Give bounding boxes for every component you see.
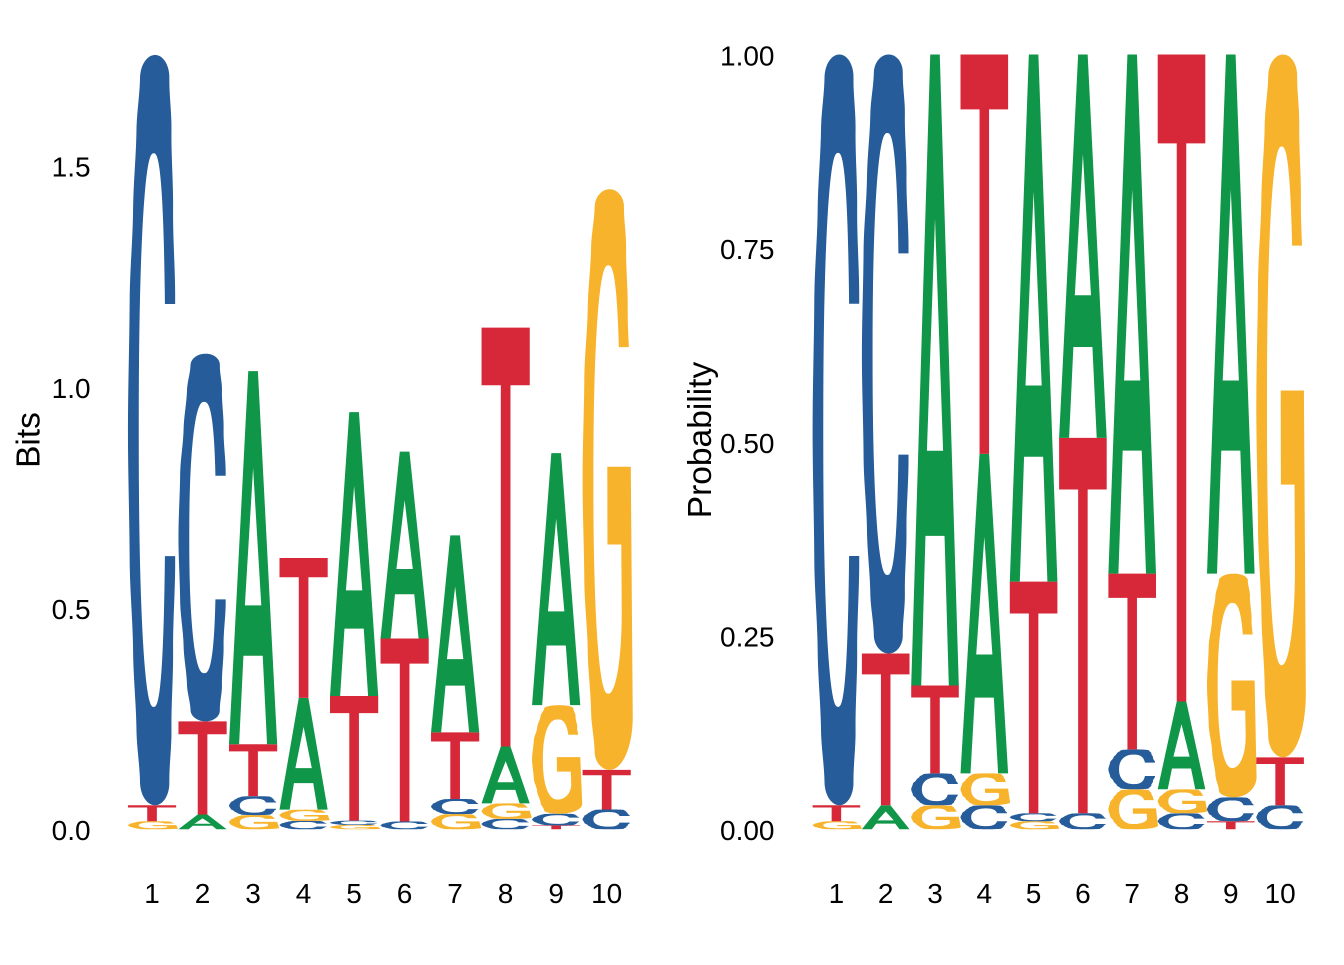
svg-text:2: 2 (195, 878, 211, 909)
svg-text:8: 8 (498, 878, 514, 909)
svg-text:Probability: Probability (682, 362, 719, 519)
svg-text:4: 4 (296, 878, 312, 909)
svg-text:Bits: Bits (11, 412, 48, 468)
svg-text:6: 6 (1075, 878, 1091, 909)
svg-text:10: 10 (1265, 878, 1296, 909)
svg-text:0.0: 0.0 (52, 815, 91, 846)
svg-text:0.25: 0.25 (720, 622, 775, 653)
svg-text:1: 1 (829, 878, 845, 909)
svg-text:9: 9 (1223, 878, 1239, 909)
svg-text:1.0: 1.0 (52, 373, 91, 404)
svg-text:1.5: 1.5 (52, 152, 91, 183)
svg-text:4: 4 (977, 878, 993, 909)
svg-text:5: 5 (346, 878, 362, 909)
svg-text:6: 6 (397, 878, 413, 909)
svg-text:10: 10 (591, 878, 622, 909)
svg-text:0.75: 0.75 (720, 234, 775, 265)
svg-text:3: 3 (927, 878, 943, 909)
svg-text:3: 3 (245, 878, 261, 909)
svg-text:0.5: 0.5 (52, 594, 91, 625)
svg-text:9: 9 (548, 878, 564, 909)
svg-text:7: 7 (447, 878, 463, 909)
svg-text:1.00: 1.00 (720, 41, 775, 72)
svg-text:8: 8 (1174, 878, 1190, 909)
svg-text:7: 7 (1124, 878, 1140, 909)
svg-text:5: 5 (1026, 878, 1042, 909)
svg-text:0.50: 0.50 (720, 428, 775, 459)
svg-text:2: 2 (878, 878, 894, 909)
svg-text:1: 1 (144, 878, 160, 909)
svg-text:0.00: 0.00 (720, 815, 775, 846)
